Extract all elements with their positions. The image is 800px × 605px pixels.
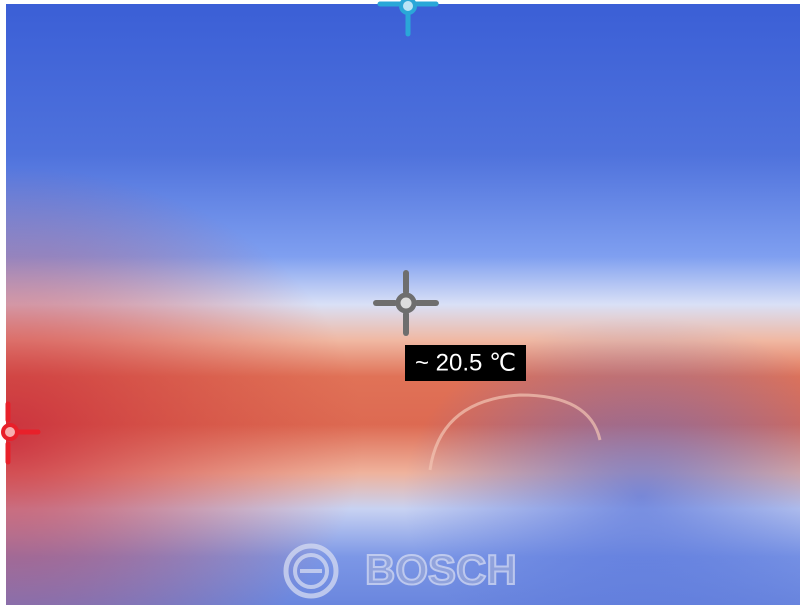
object-outline	[428, 393, 602, 471]
measurement-box	[405, 345, 526, 381]
logo-ring	[283, 543, 339, 599]
measurement-label: ~ 20.5 ℃	[415, 349, 516, 376]
logo-armature	[293, 553, 329, 589]
hot-spot-marker	[1, 401, 41, 465]
logo-text: BOSCH	[365, 546, 517, 593]
center-crosshair	[373, 270, 439, 336]
logo: BOSCH	[283, 543, 518, 599]
cold-spot-marker	[377, 0, 439, 37]
